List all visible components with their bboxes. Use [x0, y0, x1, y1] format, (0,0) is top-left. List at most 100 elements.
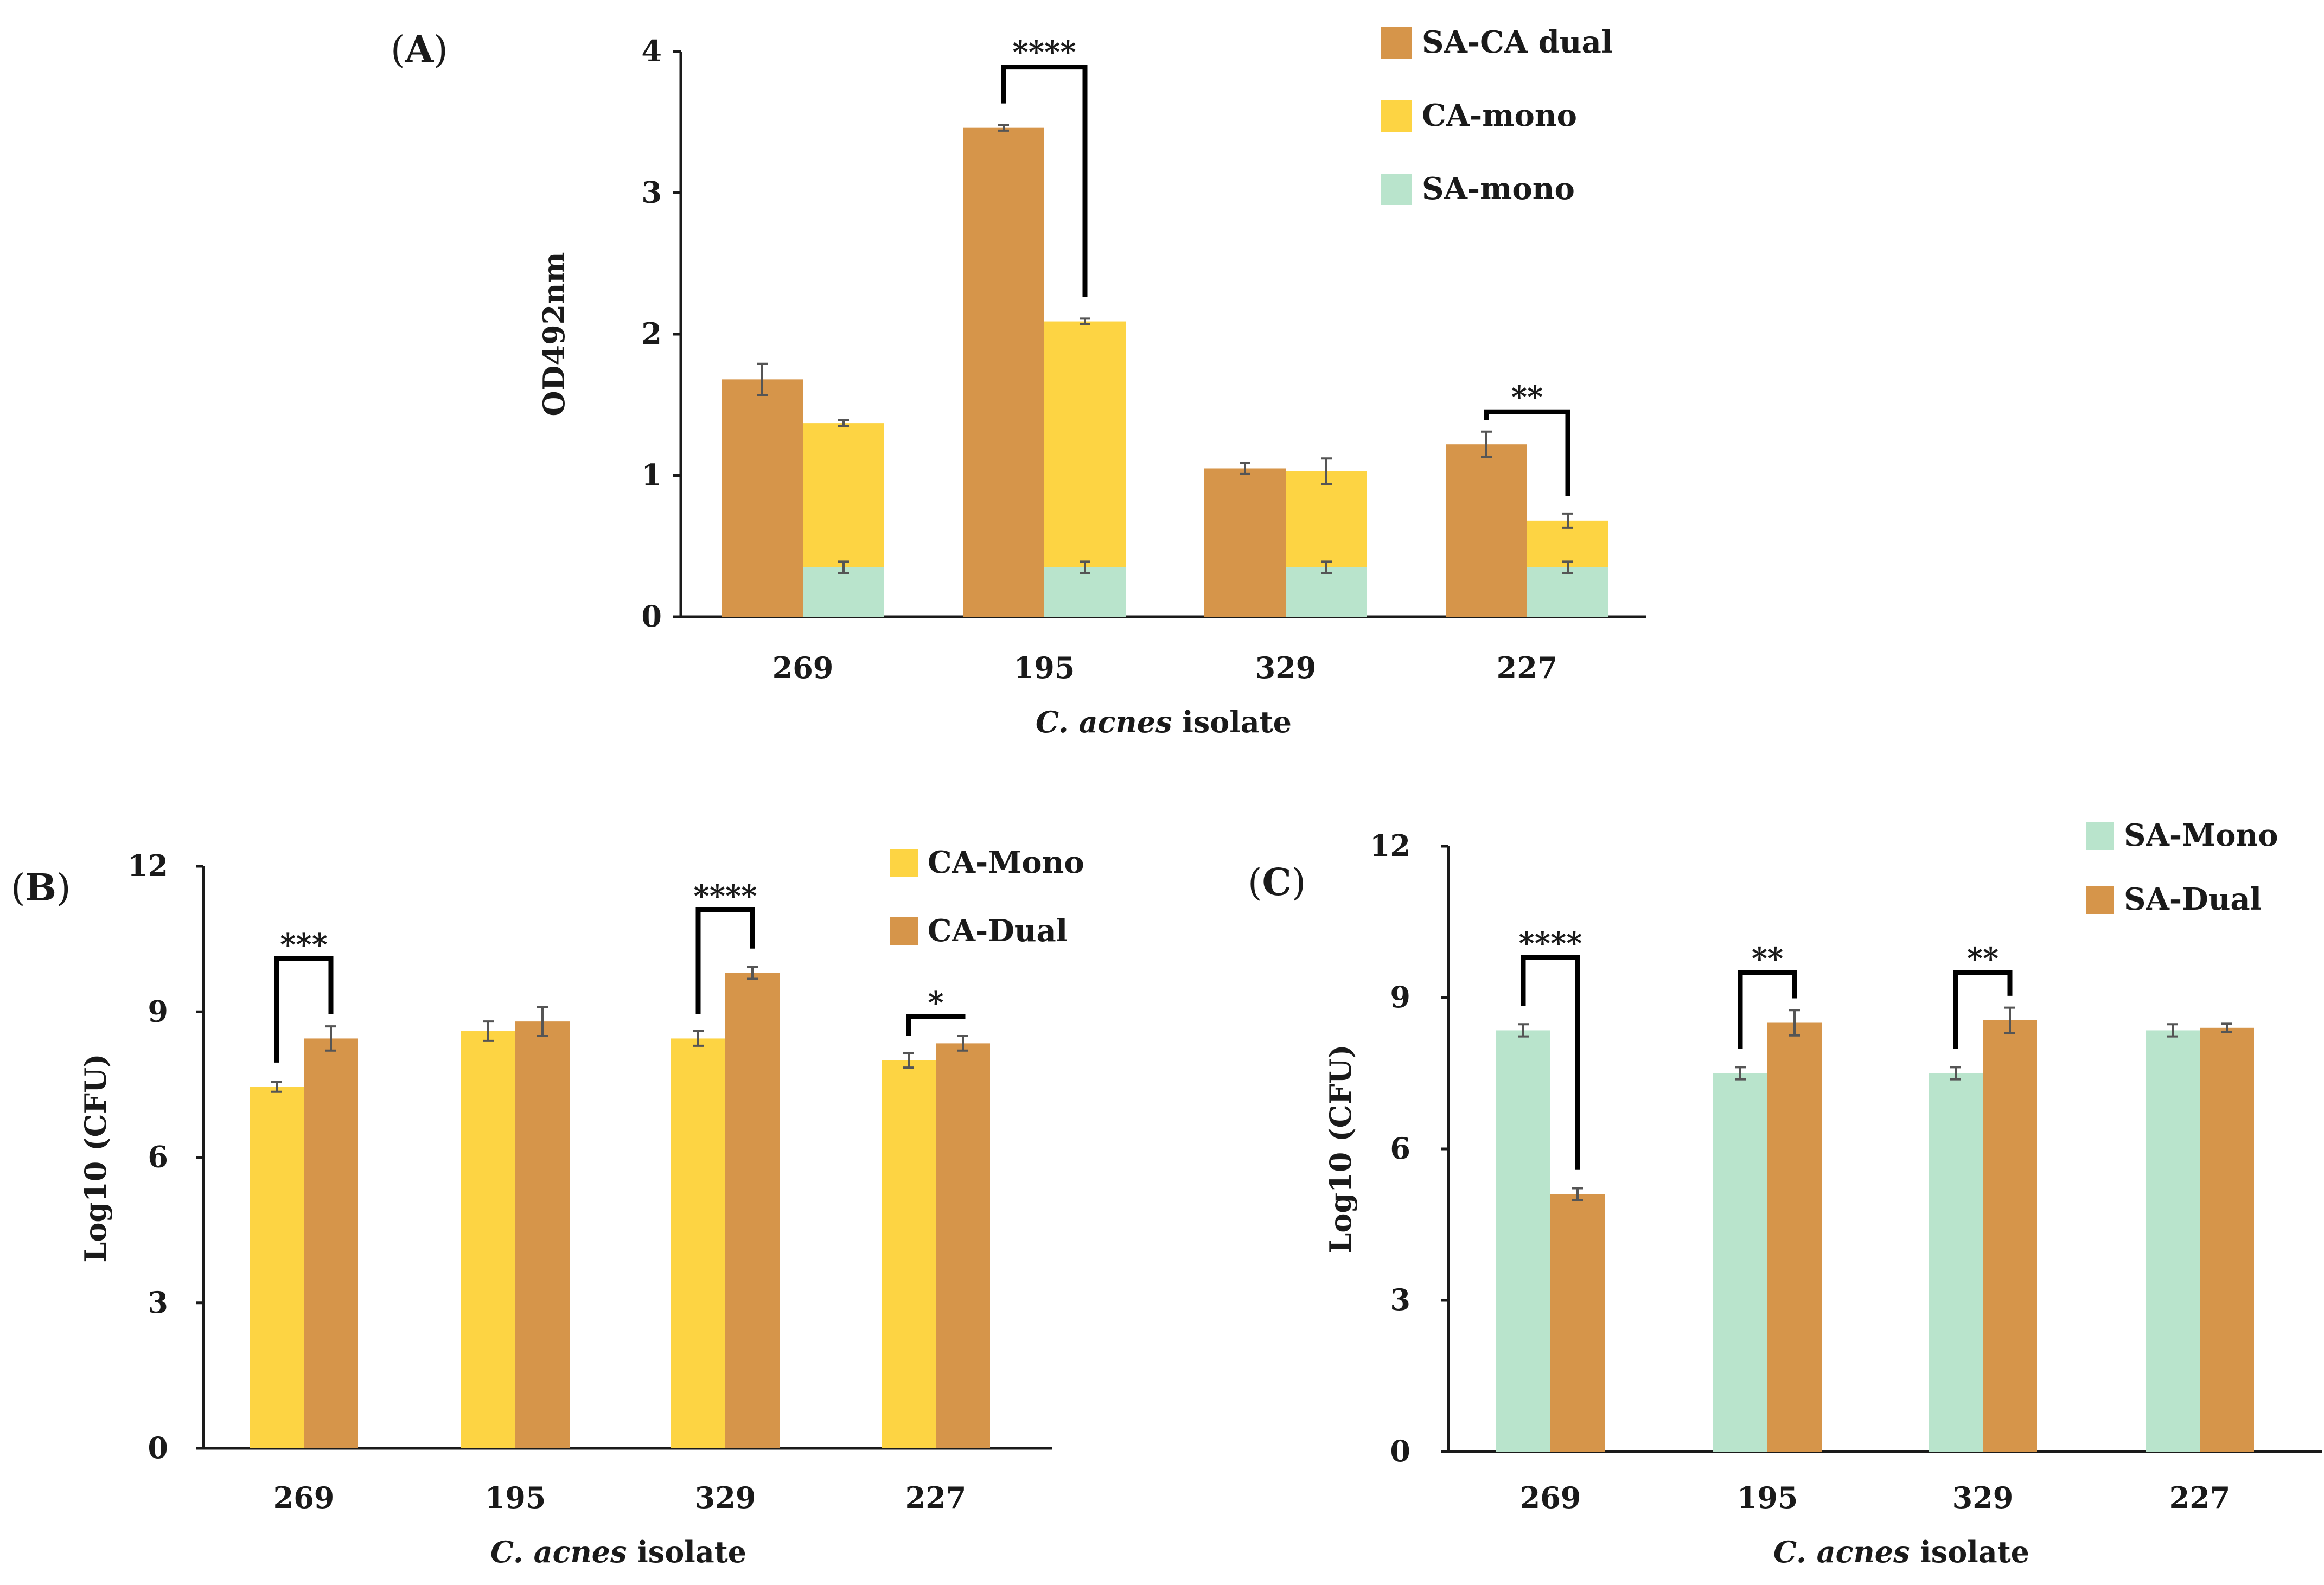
legend-swatch	[2086, 886, 2114, 914]
x-axis-label: C. acnes isolate	[1773, 1535, 2029, 1569]
legend-label: CA-mono	[1422, 98, 1577, 133]
x-axis-label-italic: C. acnes	[1036, 705, 1172, 739]
y-axis-label: Log10 (CFU)	[78, 1053, 113, 1262]
significance-label: **	[1511, 379, 1543, 415]
panel-label-open: (	[391, 29, 405, 72]
x-tick-label: 227	[2169, 1480, 2231, 1515]
bar-sa-ca-dual-329	[1204, 468, 1286, 617]
significance-bracket	[274, 956, 334, 1063]
significance-bracket	[1521, 955, 1580, 1170]
panel-label: (C)	[1248, 861, 1306, 904]
x-axis-label: C. acnes isolate	[1036, 705, 1292, 739]
bar-sa-dual-329	[1983, 1020, 2037, 1452]
y-tick-label: 2	[641, 316, 662, 351]
legend-swatch	[1381, 174, 1412, 205]
y-tick-label: 6	[148, 1140, 168, 1174]
x-axis-label-italic: C. acnes	[1773, 1535, 1910, 1569]
bar-ca-dual-269	[304, 1038, 358, 1448]
x-tick-label: 329	[1952, 1480, 2014, 1515]
x-tick-label: 195	[1014, 650, 1075, 685]
significance-bracket	[695, 907, 755, 1014]
x-axis-label-italic: C. acnes	[490, 1535, 627, 1569]
y-tick-label: 1	[641, 458, 662, 493]
bar-sa-dual-269	[1550, 1194, 1605, 1452]
significance-label: ****	[1012, 35, 1076, 71]
y-tick-label: 6	[1390, 1131, 1410, 1166]
bar-sa-dual-195	[1767, 1022, 1822, 1452]
significance-bracket	[1953, 970, 2013, 1049]
bar-ca-dual-195	[515, 1021, 570, 1448]
x-tick-label: 195	[1737, 1480, 1798, 1515]
significance-bracket	[1001, 65, 1088, 297]
bar-sa-ca-dual-195	[963, 127, 1044, 617]
legend: CA-Mono CA-Dual	[890, 845, 1084, 949]
panel-label-close: )	[56, 867, 71, 910]
y-tick-label: 12	[127, 848, 168, 883]
significance-bracket	[906, 1014, 966, 1036]
panel-label-letter: A	[405, 28, 435, 72]
panel-label-open: (	[1248, 861, 1262, 904]
bar-sa-ca-dual-269	[722, 379, 803, 617]
legend-swatch	[890, 917, 918, 945]
y-axis-label: OD492nm	[537, 252, 571, 417]
legend: SA-Mono SA-Dual	[2086, 817, 2278, 917]
x-axis-label-rest: isolate	[1172, 705, 1292, 739]
x-axis-label-rest: isolate	[627, 1535, 746, 1569]
significance-label: **	[1752, 941, 1784, 977]
bar-sa-mono-269	[1496, 1030, 1550, 1452]
panel-label-open: (	[11, 867, 25, 910]
significance-label: ****	[693, 878, 757, 914]
legend-label: CA-Dual	[928, 913, 1068, 949]
x-tick-label: 269	[1520, 1480, 1581, 1515]
x-tick-label: 195	[485, 1480, 546, 1515]
panel-label: (B)	[11, 866, 71, 910]
legend-label: CA-Mono	[928, 845, 1084, 880]
bar-sa-dual-227	[2200, 1027, 2254, 1452]
y-tick-label: 9	[1390, 980, 1410, 1014]
legend: SA-CA dual CA-mono SA-mono	[1381, 24, 1613, 207]
bar-sa-mono-329	[1286, 567, 1367, 617]
panel-label-letter: B	[25, 866, 56, 910]
legend-label: SA-mono	[1422, 171, 1575, 207]
bar-sa-mono-195	[1713, 1073, 1767, 1452]
x-tick-label: 329	[1255, 650, 1317, 685]
significance-bracket	[1738, 970, 1797, 1049]
x-tick-label: 227	[905, 1480, 967, 1515]
legend-swatch	[890, 849, 918, 877]
y-tick-label: 3	[148, 1285, 168, 1320]
bar-sa-ca-dual-227	[1446, 444, 1527, 617]
bar-sa-mono-269	[803, 567, 884, 617]
y-tick-label: 12	[1370, 828, 1410, 863]
y-tick-label: 3	[641, 175, 662, 210]
significance-bracket	[1484, 409, 1570, 496]
panel-label-close: )	[433, 29, 448, 72]
x-tick-label: 329	[695, 1480, 756, 1515]
y-tick-label: 9	[148, 994, 168, 1028]
legend-label: SA-CA dual	[1422, 24, 1613, 60]
legend-label: SA-Mono	[2124, 817, 2278, 853]
bar-ca-mono-329	[671, 1038, 725, 1448]
x-tick-label: 269	[273, 1480, 335, 1515]
y-tick-label: 0	[1390, 1434, 1410, 1468]
y-tick-label: 3	[1390, 1282, 1410, 1317]
panel-label-close: )	[1292, 861, 1306, 904]
significance-label: **	[1967, 941, 1999, 977]
y-tick-label: 0	[148, 1430, 168, 1465]
legend-swatch	[2086, 822, 2114, 850]
legend-label: SA-Dual	[2124, 881, 2262, 917]
y-tick-label: 4	[641, 34, 662, 68]
bar-ca-mono-195	[461, 1031, 515, 1448]
bar-sa-mono-227	[1527, 567, 1608, 617]
bar-ca-dual-227	[936, 1043, 990, 1448]
y-axis-label: Log10 (CFU)	[1323, 1044, 1358, 1253]
bar-sa-mono-329	[1929, 1073, 1983, 1452]
panel-label: (A)	[391, 28, 448, 72]
panel-label-letter: C	[1262, 861, 1292, 904]
bar-sa-mono-195	[1044, 567, 1126, 617]
x-axis-label: C. acnes isolate	[490, 1535, 746, 1569]
x-axis-label-rest: isolate	[1910, 1535, 2029, 1569]
significance-label: ****	[1518, 926, 1582, 962]
bar-sa-mono-227	[2146, 1030, 2200, 1452]
